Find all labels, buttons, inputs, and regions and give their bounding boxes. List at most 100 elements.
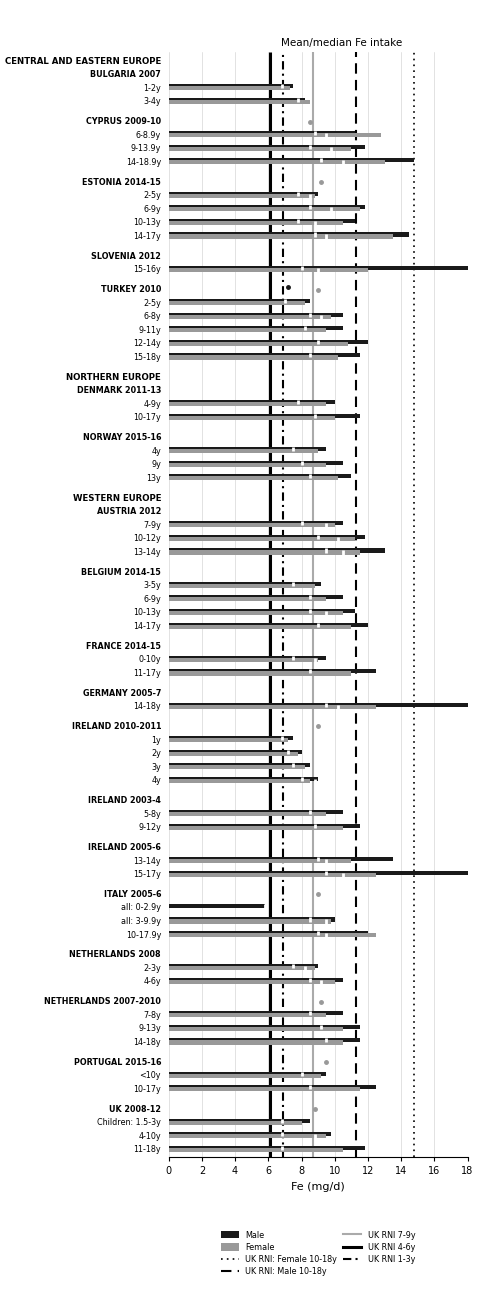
Bar: [169, 966, 315, 971]
Bar: [169, 1132, 332, 1136]
Bar: [169, 460, 343, 465]
Bar: [169, 147, 351, 151]
Bar: [169, 84, 293, 88]
Bar: [169, 655, 326, 660]
Text: Mean/median Fe intake: Mean/median Fe intake: [281, 39, 402, 48]
Bar: [169, 810, 343, 814]
Bar: [169, 671, 351, 676]
Bar: [169, 1148, 343, 1152]
Bar: [169, 299, 310, 303]
Bar: [169, 1118, 310, 1123]
Bar: [169, 1039, 360, 1043]
Bar: [169, 521, 343, 525]
Bar: [169, 315, 332, 318]
Bar: [169, 1024, 360, 1028]
Bar: [169, 624, 351, 629]
Bar: [169, 738, 288, 742]
Bar: [169, 354, 360, 358]
Bar: [169, 191, 318, 196]
Bar: [169, 342, 348, 346]
Bar: [169, 463, 326, 467]
Bar: [169, 859, 351, 863]
Bar: [169, 159, 415, 162]
Bar: [169, 160, 385, 165]
Bar: [169, 550, 360, 555]
Bar: [169, 1013, 326, 1018]
Bar: [169, 265, 468, 270]
Bar: [169, 447, 326, 451]
Bar: [169, 355, 338, 360]
Bar: [169, 978, 343, 982]
Bar: [169, 872, 376, 876]
Bar: [169, 339, 368, 344]
Bar: [169, 416, 335, 420]
Bar: [169, 903, 265, 907]
Bar: [169, 1027, 343, 1031]
Bar: [169, 1011, 343, 1015]
Bar: [169, 1071, 326, 1076]
Bar: [169, 268, 368, 272]
Bar: [169, 751, 298, 755]
Bar: [169, 766, 305, 770]
Bar: [169, 86, 290, 91]
Bar: [169, 524, 335, 528]
Bar: [169, 779, 310, 783]
Bar: [169, 918, 335, 922]
Bar: [169, 450, 318, 454]
Bar: [169, 402, 326, 407]
Bar: [169, 312, 343, 317]
Bar: [169, 824, 360, 828]
Bar: [169, 919, 332, 923]
Bar: [169, 131, 355, 135]
Bar: [169, 611, 343, 615]
Bar: [169, 581, 321, 586]
Bar: [169, 931, 368, 935]
Bar: [169, 474, 351, 478]
Bar: [169, 980, 335, 984]
Bar: [169, 763, 310, 767]
Bar: [169, 218, 355, 222]
Bar: [169, 750, 302, 754]
Bar: [169, 598, 326, 602]
Bar: [169, 329, 326, 333]
Bar: [169, 703, 468, 707]
Bar: [169, 584, 315, 588]
Bar: [169, 302, 305, 306]
Bar: [169, 534, 364, 540]
Bar: [169, 207, 360, 212]
Bar: [169, 705, 376, 708]
Bar: [169, 1134, 326, 1139]
Bar: [169, 933, 376, 937]
Bar: [169, 144, 364, 148]
Bar: [169, 400, 335, 404]
Bar: [169, 777, 318, 781]
Bar: [169, 194, 315, 198]
Bar: [169, 1040, 343, 1044]
Bar: [169, 595, 343, 599]
Bar: [169, 1121, 302, 1124]
Bar: [169, 965, 318, 968]
Bar: [169, 871, 468, 875]
Bar: [169, 98, 305, 101]
Bar: [169, 326, 343, 330]
Bar: [169, 736, 293, 740]
Bar: [169, 1087, 360, 1092]
Bar: [169, 100, 310, 104]
Bar: [169, 549, 385, 552]
Bar: [169, 826, 343, 829]
Bar: [169, 233, 409, 237]
Bar: [169, 1074, 321, 1078]
Bar: [169, 812, 326, 816]
Bar: [169, 205, 364, 209]
Bar: [169, 537, 355, 541]
Bar: [169, 608, 355, 614]
Bar: [169, 221, 343, 225]
Bar: [169, 1145, 364, 1150]
Bar: [169, 670, 376, 673]
Bar: [169, 623, 368, 627]
Bar: [169, 234, 393, 238]
Bar: [169, 658, 318, 662]
Legend: Male, Female, UK RNI: Female 10-18y, UK RNI: Male 10-18y, UK RNI 7-9y, UK RNI 4-: Male, Female, UK RNI: Female 10-18y, UK …: [218, 1227, 418, 1279]
X-axis label: Fe (mg/d): Fe (mg/d): [291, 1182, 345, 1192]
Bar: [169, 413, 360, 419]
